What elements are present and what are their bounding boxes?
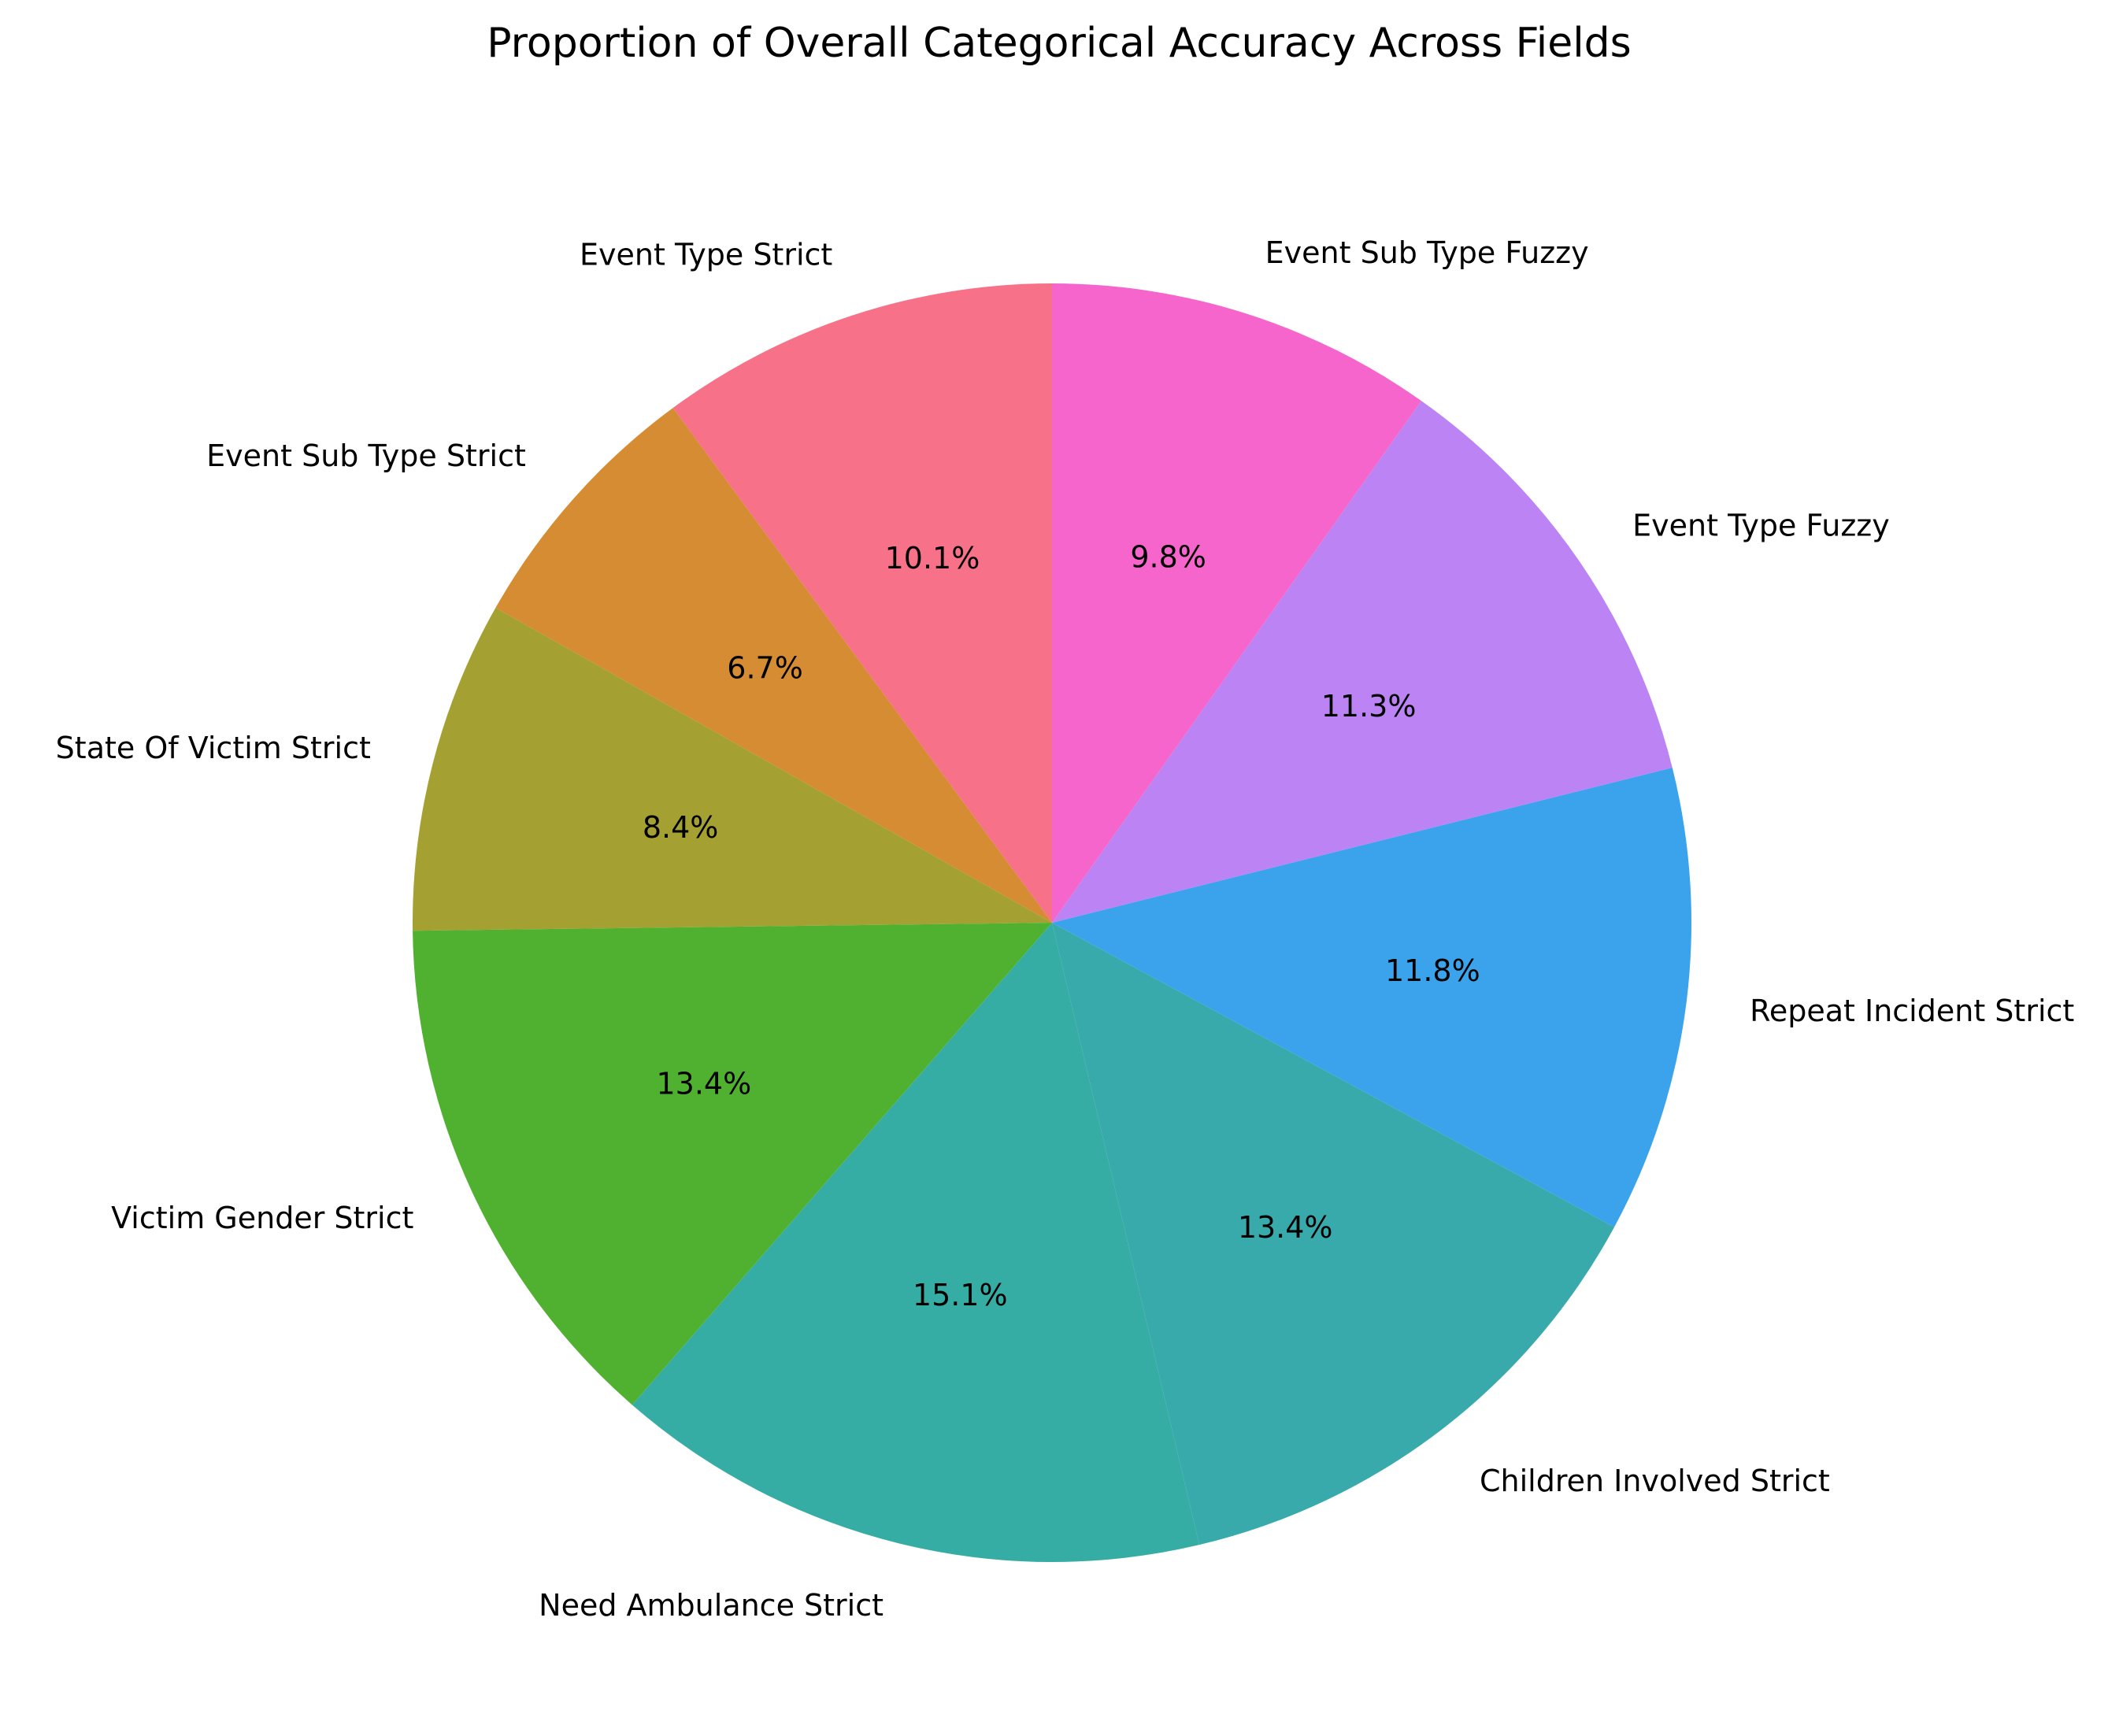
category-label-state-of-victim-strict: State Of Victim Strict: [56, 731, 371, 765]
pie-slice-event-type-strict: [672, 283, 1052, 923]
category-label-repeat-incident-strict: Repeat Incident Strict: [1750, 994, 2074, 1028]
pie-slice-event-type-fuzzy: [1052, 401, 1673, 923]
percentage-label-victim-gender-strict: 13.4%: [657, 1067, 752, 1101]
percentage-label-event-sub-type-strict: 6.7%: [727, 651, 803, 686]
percentage-label-children-involved-strict: 13.4%: [1238, 1210, 1333, 1245]
pie-slice-event-sub-type-strict: [495, 408, 1052, 923]
category-label-children-involved-strict: Children Involved Strict: [1480, 1464, 1830, 1498]
percentage-label-event-sub-type-fuzzy: 9.8%: [1130, 540, 1206, 575]
percentage-labels: 10.1% 6.7% 8.4% 13.4% 15.1% 13.4% 11.8% 11.3% 9.…: [643, 540, 1480, 1312]
chart-title: Proportion of Overall Categorical Accura…: [487, 20, 1632, 67]
pie-slices: [412, 283, 1691, 1563]
pie-slice-repeat-incident-strict: [1052, 768, 1691, 1227]
pie-slice-event-sub-type-fuzzy: [1052, 283, 1421, 923]
pie-slice-need-ambulance-strict: [632, 923, 1200, 1563]
percentage-label-state-of-victim-strict: 8.4%: [643, 810, 719, 845]
pie-slice-victim-gender-strict: [413, 923, 1052, 1405]
percentage-label-event-type-fuzzy: 11.3%: [1321, 689, 1417, 724]
category-label-victim-gender-strict: Victim Gender Strict: [111, 1201, 413, 1235]
pie-slice-state-of-victim-strict: [412, 607, 1052, 931]
pie-slice-children-involved-strict: [1052, 923, 1615, 1545]
category-labels: Event Type Strict Event Sub Type Strict St…: [56, 235, 2075, 1623]
percentage-label-event-type-strict: 10.1%: [885, 541, 980, 576]
percentage-label-repeat-incident-strict: 11.8%: [1385, 953, 1480, 988]
category-label-event-type-strict: Event Type Strict: [580, 237, 832, 272]
category-label-event-type-fuzzy: Event Type Fuzzy: [1632, 509, 1890, 543]
category-label-event-sub-type-fuzzy: Event Sub Type Fuzzy: [1265, 235, 1589, 270]
category-label-event-sub-type-strict: Event Sub Type Strict: [206, 439, 526, 473]
category-label-need-ambulance-strict: Need Ambulance Strict: [539, 1588, 884, 1623]
percentage-label-need-ambulance-strict: 15.1%: [913, 1278, 1008, 1312]
